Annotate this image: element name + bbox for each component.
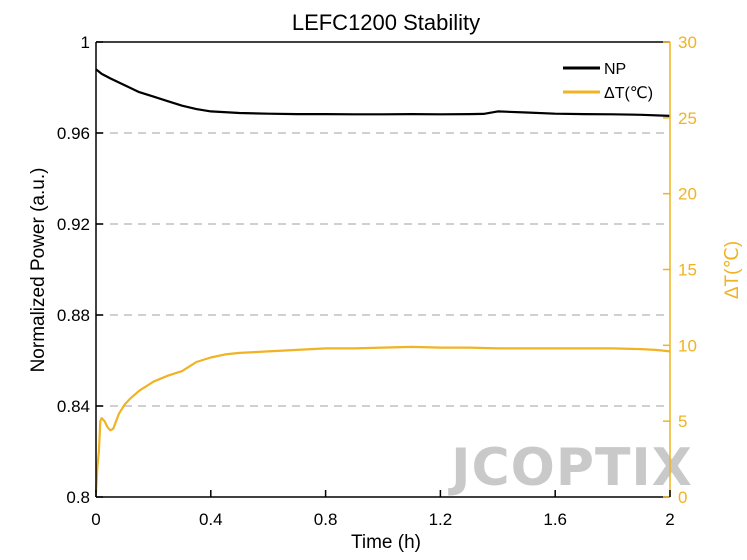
x-tick-label: 1.2 — [429, 510, 453, 529]
gridlines — [96, 132, 670, 407]
x-ticks: 0 0.4 0.8 1.2 1.6 2 — [91, 490, 675, 529]
x-axis-label: Time (h) — [351, 532, 421, 553]
series-line-np — [95, 68, 671, 117]
x-tick-label: 0 — [91, 510, 100, 529]
legend-label-np: NP — [604, 61, 626, 78]
left-tick-label: 0.92 — [57, 215, 90, 234]
right-tick-label: 5 — [678, 412, 687, 431]
right-tick-label: 30 — [678, 33, 697, 52]
axes — [95, 41, 671, 498]
left-tick-label: 1 — [81, 33, 90, 52]
chart-title: LEFC1200 Stability — [292, 10, 480, 35]
x-tick-label: 0.8 — [314, 510, 338, 529]
series-line-delta-t — [94, 345, 671, 493]
right-tick-label: 25 — [678, 109, 697, 128]
x-tick-label: 0.4 — [199, 510, 223, 529]
right-tick-label: 0 — [678, 488, 687, 507]
watermark-logo: JCOPTIX — [448, 438, 693, 498]
left-tick-label: 0.88 — [57, 306, 90, 325]
right-y-ticks: 0 5 10 15 20 25 30 — [663, 33, 697, 507]
x-tick-label: 2 — [665, 510, 674, 529]
legend-label-dt: ΔT(℃) — [604, 85, 653, 102]
left-tick-label: 0.96 — [57, 124, 90, 143]
legend: NP ΔT(℃) — [563, 61, 653, 102]
y-axis-label-left: Normalized Power (a.u.) — [28, 168, 49, 373]
right-tick-label: 10 — [678, 336, 697, 355]
series-layer — [94, 68, 671, 493]
left-y-ticks: 0.8 0.84 0.88 0.92 0.96 1 — [57, 33, 103, 507]
y-axis-label-right: ΔT(℃) — [722, 241, 743, 299]
right-tick-label: 15 — [678, 261, 697, 280]
left-tick-label: 0.8 — [66, 488, 90, 507]
x-tick-label: 1.6 — [543, 510, 567, 529]
right-tick-label: 20 — [678, 185, 697, 204]
left-tick-label: 0.84 — [57, 397, 90, 416]
